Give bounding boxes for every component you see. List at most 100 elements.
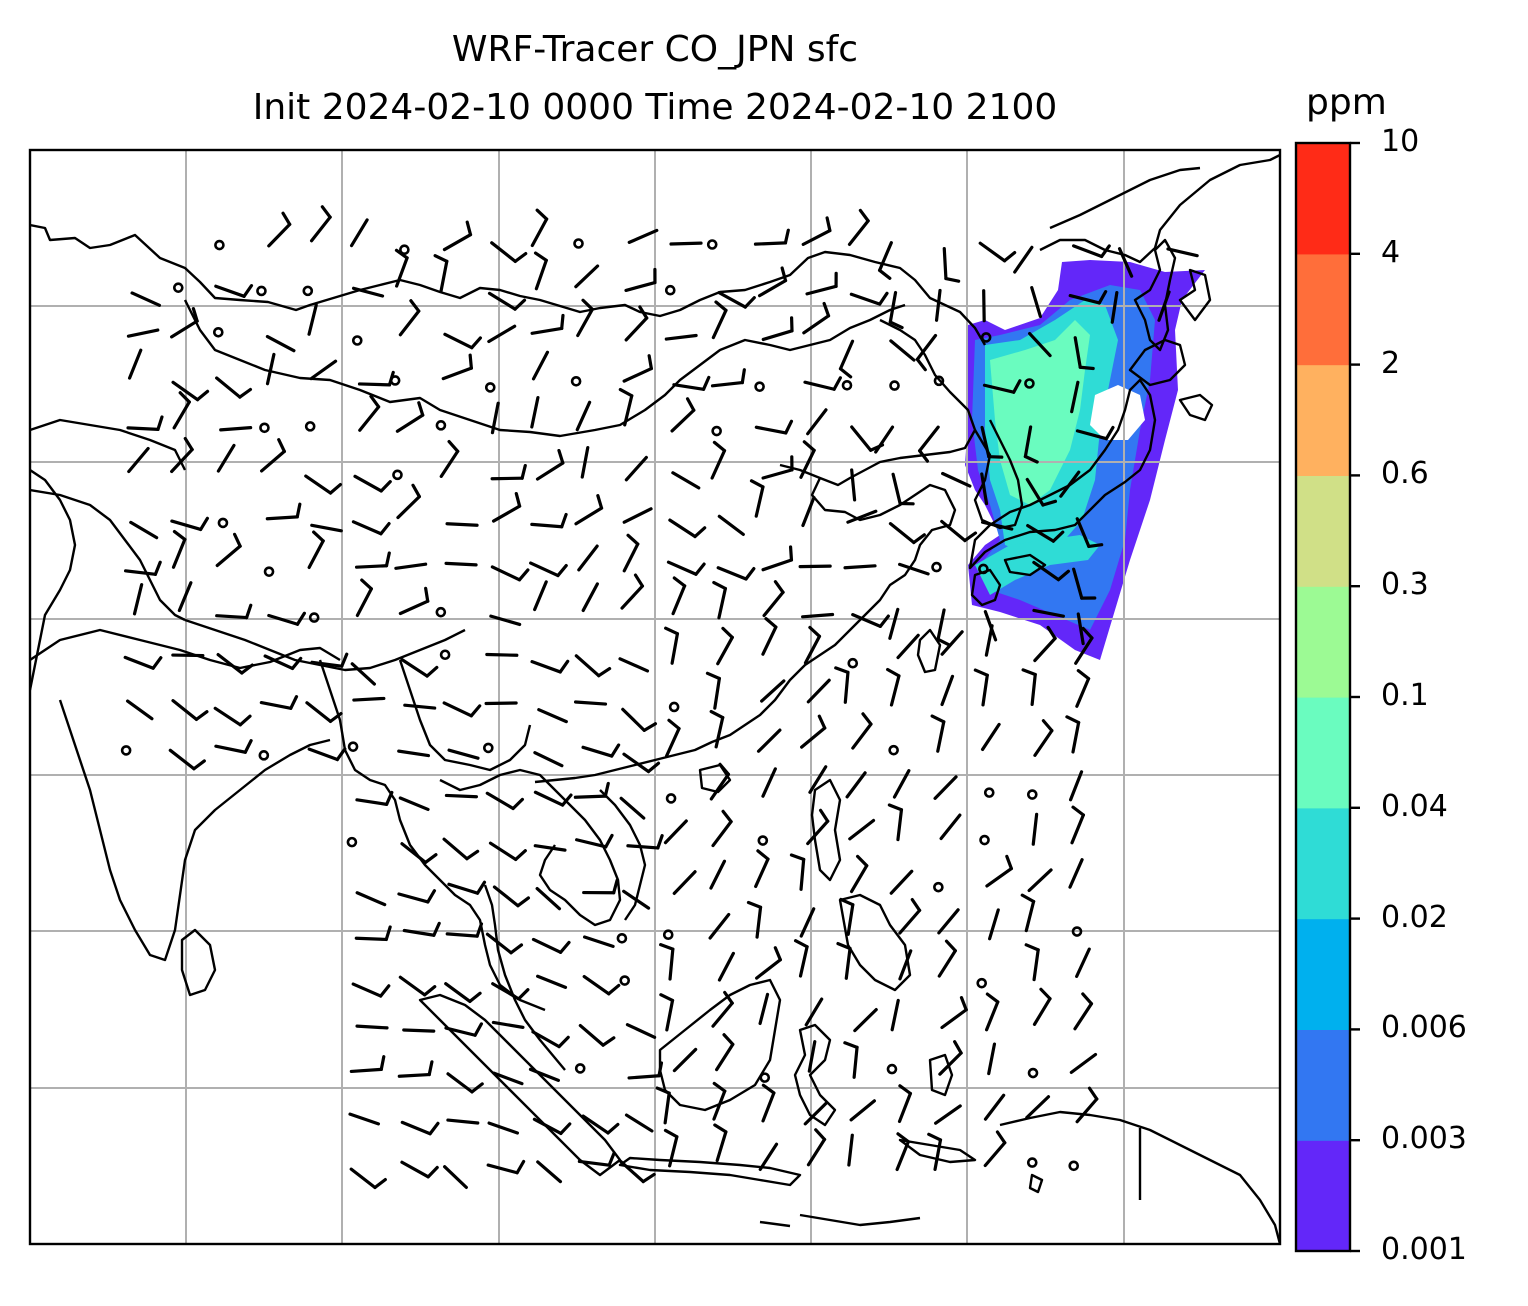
wind-barb [717,951,735,982]
wind-barb [712,580,727,620]
wind-barb [874,425,895,454]
wind-barb [789,853,806,891]
wind-barb [444,561,478,567]
wind-barb [717,291,756,309]
wind-barb [710,368,746,388]
wind-barb [442,220,473,252]
wind-barb [126,328,160,338]
wind-barb [984,992,1000,1032]
wind-barb [307,303,318,336]
wind-barb [663,819,688,845]
wind-barb [351,982,391,998]
wind-barb [1075,669,1091,708]
calm-wind-marker [1027,1067,1039,1079]
calm-wind-marker [1026,789,1038,800]
wind-barb [803,376,842,391]
coast-sri-lanka [180,928,217,997]
wind-barb [582,974,621,996]
wind-barb [397,749,431,758]
wind-barb [1068,770,1084,802]
wind-barb [627,228,659,244]
calm-wind-marker [484,382,496,393]
wind-barb [851,613,890,628]
wind-barb [485,791,524,811]
calm-wind-marker [886,1063,898,1075]
wind-barb [627,1061,664,1080]
wind-barb [396,483,421,520]
plot-title-line-2: Init 2024-02-10 0000 Time 2024-02-10 210… [252,87,1058,128]
wind-barb [806,1128,827,1167]
wind-barb [1033,719,1054,757]
wind-barbs [120,205,1199,1190]
wind-barb [1030,286,1042,319]
wind-barb [433,254,449,293]
wind-barb [490,463,527,481]
wind-barb [891,472,915,506]
wind-barb [624,1113,654,1133]
wind-barb [850,468,857,502]
wind-barb [1032,560,1071,582]
wind-barb [171,699,209,721]
wind-barb [889,339,916,362]
wind-barb [357,370,395,387]
wind-barb [799,440,816,479]
wind-barb [711,300,728,340]
wind-barb [799,907,816,938]
colorbar-unit-label: ppm [1306,82,1387,123]
colorbar-segment-9 [1296,143,1350,255]
wind-barb [216,653,254,675]
wind-barb [806,808,830,846]
coast-japan-honshu [968,378,1157,570]
calm-wind-marker [888,744,899,756]
coast-india-peninsula [58,699,331,962]
coast-japan-kyushu [970,568,1002,607]
wind-barb [762,580,785,618]
wind-barb [1069,1052,1098,1074]
wind-barb [988,908,1000,941]
wind-barb [126,415,164,431]
calm-wind-marker [976,977,988,989]
wind-barb [442,837,480,861]
calm-wind-marker [706,239,718,250]
wind-barb [712,1081,727,1121]
wind-barb [807,1040,817,1073]
wind-barb [973,668,989,707]
wind-barb [1073,336,1095,371]
wind-barb [398,796,430,812]
wind-barb [898,562,930,576]
calm-wind-marker [574,1063,586,1074]
wind-barb [625,1023,657,1039]
wind-barb [577,544,599,572]
wind-barb [711,990,734,1028]
wind-barb [535,886,562,911]
calm-wind-marker [573,238,584,249]
wind-barb [671,471,701,490]
wind-barb [888,522,926,545]
wind-barb [624,267,657,292]
colorbar-segment-7 [1296,364,1350,476]
wind-barb [709,859,727,890]
wind-barb [982,379,1022,394]
wind-barb [846,509,878,524]
wind-barb [754,419,794,435]
coast-india-inner [30,628,341,670]
colorbar-tick-label: 0.006 [1381,1010,1467,1046]
wind-barb [1110,290,1119,324]
wind-barb [491,491,522,523]
wind-barb [442,701,482,718]
calm-wind-marker [619,975,631,986]
coastlines [30,153,1280,1244]
wind-barb [581,582,599,613]
wind-barb [1075,425,1115,441]
calm-wind-marker [308,612,320,623]
wind-barb [889,869,914,895]
wind-barb [848,818,876,841]
wind-barb [1076,612,1085,646]
wind-barb [711,809,733,848]
plume-gap [1090,385,1145,440]
plot-title-line-1: WRF-Tracer CO_JPN sfc [451,29,859,70]
colorbar [1294,141,1360,1253]
wind-barb [933,775,958,800]
wind-barb [849,291,889,306]
